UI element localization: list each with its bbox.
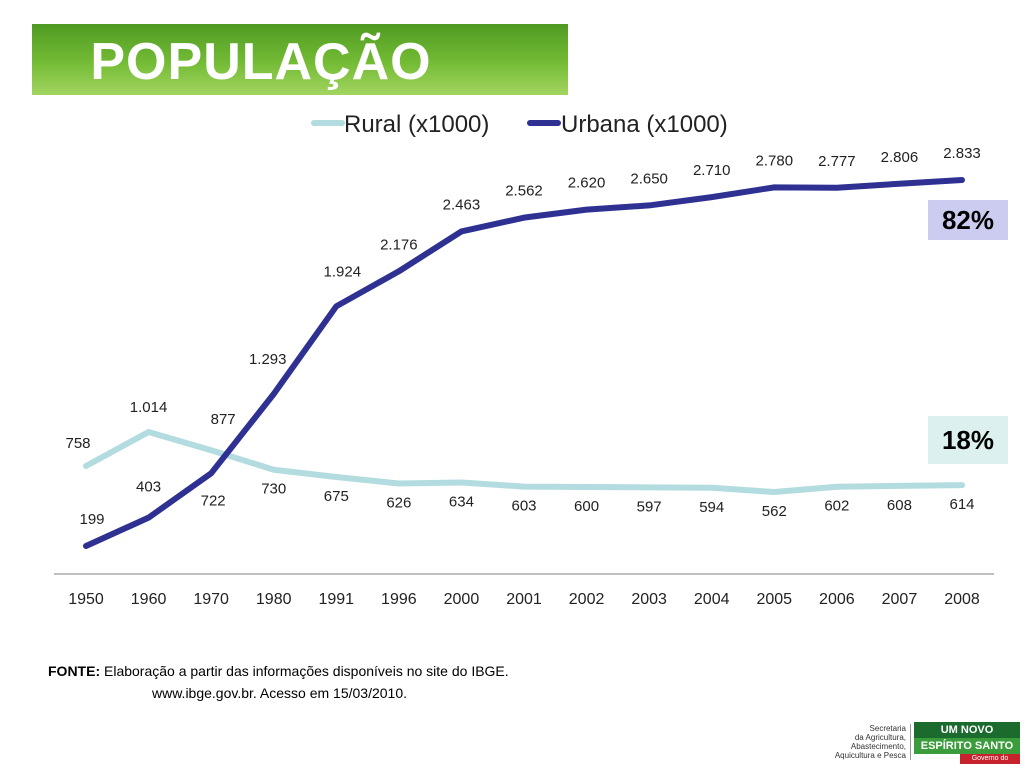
rural-percentage-badge: 18% bbox=[928, 416, 1008, 464]
x-tick-label: 2003 bbox=[631, 591, 667, 608]
legend-rural-label: Rural (x1000) bbox=[344, 111, 489, 138]
x-tick-label: 1980 bbox=[256, 591, 292, 608]
rural-series-line bbox=[83, 429, 965, 496]
urban-series-line bbox=[83, 177, 965, 549]
rural-data-label: 600 bbox=[574, 498, 599, 515]
agency-line: Secretaria bbox=[869, 724, 906, 733]
urban-data-label: 2.650 bbox=[630, 170, 668, 187]
urban-data-label: 2.833 bbox=[943, 145, 981, 162]
x-tick-label: 1996 bbox=[381, 591, 417, 608]
x-tick-label: 2002 bbox=[569, 591, 605, 608]
state-badge: UM NOVO ESPÍRITO SANTO Governo do Estado bbox=[914, 722, 1020, 772]
rural-data-label: 562 bbox=[762, 503, 787, 520]
urban-data-label: 1.924 bbox=[324, 263, 362, 280]
rural-data-label: 603 bbox=[511, 498, 536, 515]
agency-line: da Agricultura, bbox=[854, 733, 906, 742]
agency-name: Secretaria da Agricultura, Abastecimento… bbox=[818, 724, 906, 760]
rural-data-label: 730 bbox=[261, 481, 286, 498]
x-tick-label: 1991 bbox=[318, 591, 354, 608]
legend-urbana-label: Urbana (x1000) bbox=[561, 111, 728, 138]
urban-percentage-badge: 82% bbox=[928, 200, 1008, 240]
urban-data-label: 199 bbox=[79, 511, 104, 528]
x-tick-label: 1960 bbox=[131, 591, 167, 608]
urban-data-label: 2.710 bbox=[693, 162, 731, 179]
badge-bottom: Governo do Estado bbox=[960, 754, 1020, 772]
x-tick-label: 2006 bbox=[819, 591, 855, 608]
rural-data-label: 614 bbox=[949, 496, 974, 513]
population-line-chart: Rural (x1000) Urbana (x1000) 1950 1960 1970… bbox=[54, 111, 994, 608]
rural-data-label: 597 bbox=[637, 498, 662, 515]
x-axis-ticks: 1950 1960 1970 1980 1991 1996 2000 2001 2002 2003… bbox=[68, 591, 980, 608]
rural-data-label: 608 bbox=[887, 497, 912, 514]
source-label: FONTE: bbox=[48, 663, 101, 679]
series-lines bbox=[83, 177, 965, 549]
rural-data-label: 1.014 bbox=[130, 399, 168, 416]
source-note: FONTE: Elaboração a partir das informaçõ… bbox=[48, 660, 548, 704]
title-banner: POPULAÇÃO bbox=[32, 24, 568, 95]
government-logo: Secretaria da Agricultura, Abastecimento… bbox=[818, 722, 1022, 772]
rural-data-label: 634 bbox=[449, 493, 474, 510]
x-tick-label: 2001 bbox=[506, 591, 542, 608]
chart-legend: Rural (x1000) Urbana (x1000) bbox=[311, 111, 728, 138]
agency-line: Aquicultura e Pesca bbox=[834, 751, 906, 760]
urban-data-label: 403 bbox=[136, 479, 161, 496]
rural-data-label: 626 bbox=[386, 495, 411, 512]
urban-data-label: 2.780 bbox=[756, 152, 794, 169]
rural-data-label: 594 bbox=[699, 499, 724, 516]
urban-data-label: 2.562 bbox=[505, 183, 543, 200]
logo-divider bbox=[910, 724, 911, 760]
urban-data-label: 2.777 bbox=[818, 153, 856, 170]
rural-data-label: 675 bbox=[324, 488, 349, 505]
x-tick-label: 2005 bbox=[756, 591, 792, 608]
source-url: www.ibge.gov.br. Acesso em 15/03/2010. bbox=[152, 685, 408, 701]
urban-data-label: 1.293 bbox=[249, 351, 287, 368]
rural-data-label: 602 bbox=[824, 498, 849, 515]
rural-data-label: 877 bbox=[211, 411, 236, 428]
x-tick-label: 1950 bbox=[68, 591, 104, 608]
urban-data-label: 722 bbox=[201, 492, 226, 509]
badge-mid: ESPÍRITO SANTO bbox=[914, 738, 1020, 754]
slide-title: POPULAÇÃO bbox=[90, 33, 432, 91]
urban-data-label: 2.620 bbox=[568, 175, 606, 192]
x-tick-label: 2007 bbox=[882, 591, 918, 608]
source-text: Elaboração a partir das informações disp… bbox=[100, 663, 509, 679]
urban-data-label: 2.176 bbox=[380, 236, 418, 253]
x-tick-label: 2000 bbox=[444, 591, 480, 608]
data-labels: 758 1.014 877 730 675 626 634 603 600 597 594 562 60… bbox=[65, 145, 980, 528]
x-tick-label: 2004 bbox=[694, 591, 730, 608]
agency-line: Abastecimento, bbox=[850, 742, 906, 751]
x-tick-label: 1970 bbox=[193, 591, 229, 608]
urban-data-label: 2.463 bbox=[443, 196, 481, 213]
badge-top: UM NOVO bbox=[914, 722, 1020, 738]
rural-data-label: 758 bbox=[65, 435, 90, 452]
urban-data-label: 2.806 bbox=[881, 149, 919, 166]
x-tick-label: 2008 bbox=[944, 591, 980, 608]
